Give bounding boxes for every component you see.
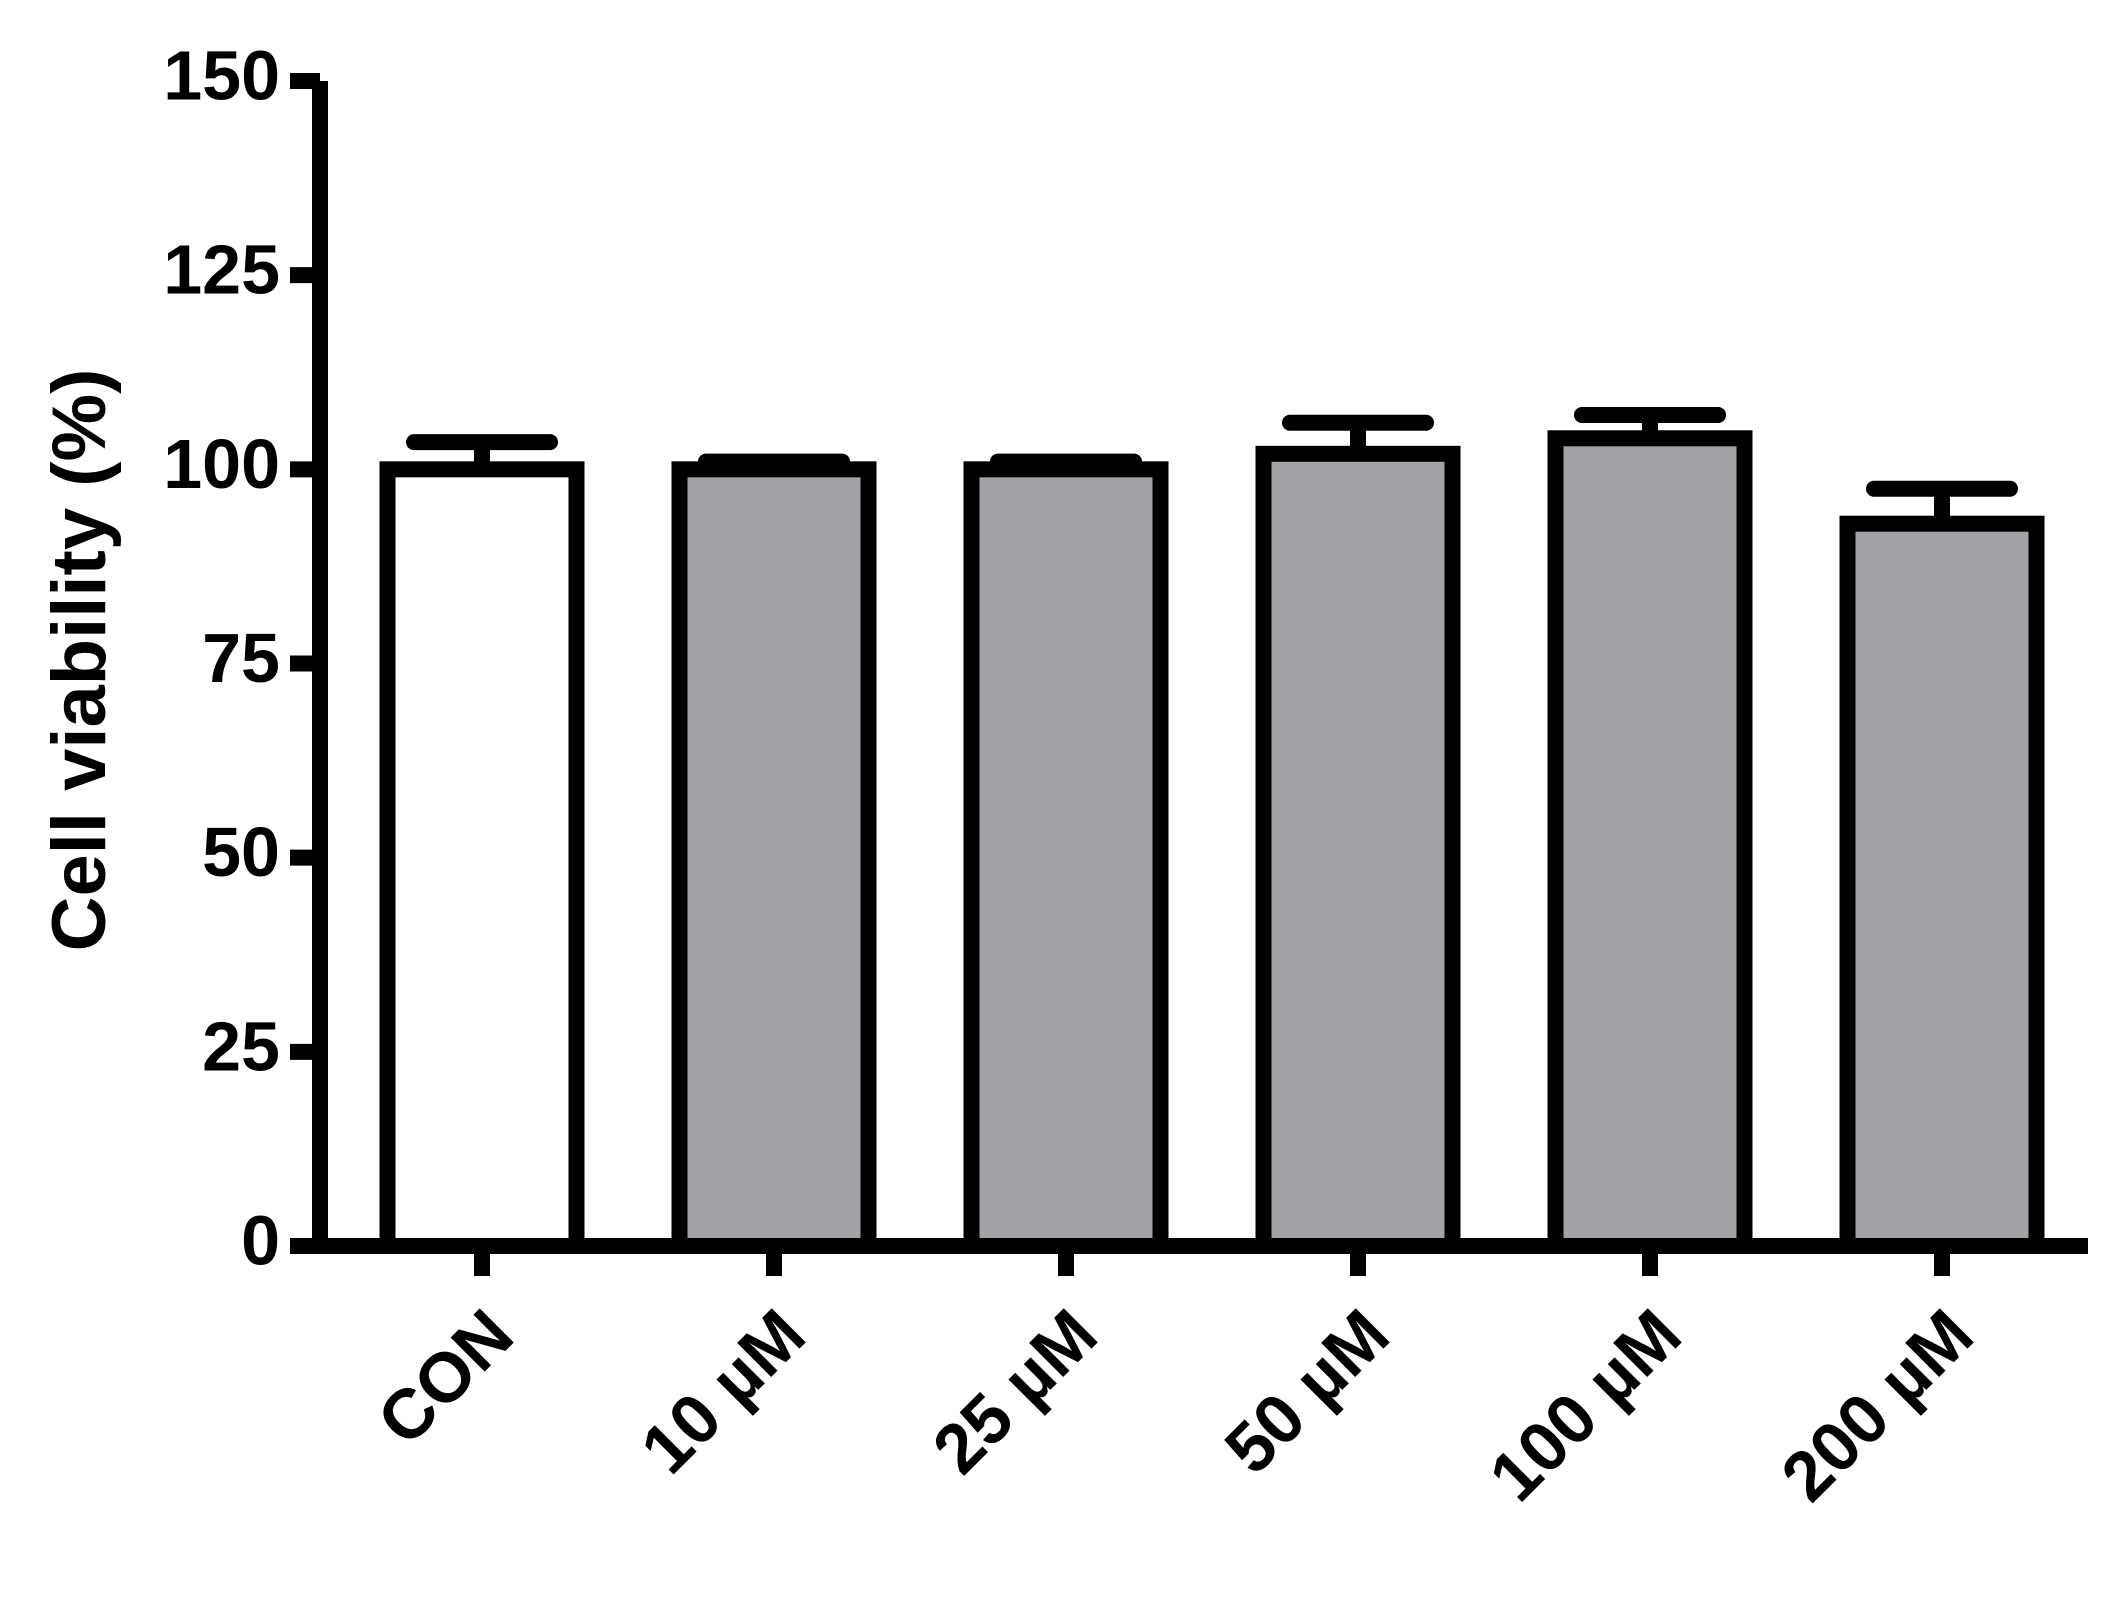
- y-tick-label: 125: [163, 231, 280, 309]
- x-tick-label: CON: [363, 1295, 528, 1460]
- y-tick-label: 0: [241, 1201, 280, 1279]
- bar: [379, 461, 585, 1255]
- y-tick-label: 100: [163, 425, 280, 503]
- y-tick-label: 25: [202, 1007, 280, 1085]
- x-tick-label: 200 µM: [1766, 1295, 1987, 1516]
- y-tick-label: 75: [202, 619, 280, 697]
- y-tick-label: 150: [163, 36, 280, 114]
- x-tick-label: 10 µM: [626, 1295, 820, 1489]
- x-tick-label: 100 µM: [1474, 1295, 1695, 1516]
- bar: [1255, 445, 1461, 1254]
- bar: [1547, 430, 1753, 1254]
- bar: [671, 461, 877, 1255]
- y-tick-label: 50: [202, 813, 280, 891]
- y-axis-label: Cell viability (%): [37, 369, 122, 952]
- x-tick-label: 50 µM: [1210, 1295, 1404, 1489]
- x-tick-label: 25 µM: [918, 1295, 1112, 1489]
- bar: [963, 461, 1169, 1255]
- bar: [1839, 515, 2045, 1254]
